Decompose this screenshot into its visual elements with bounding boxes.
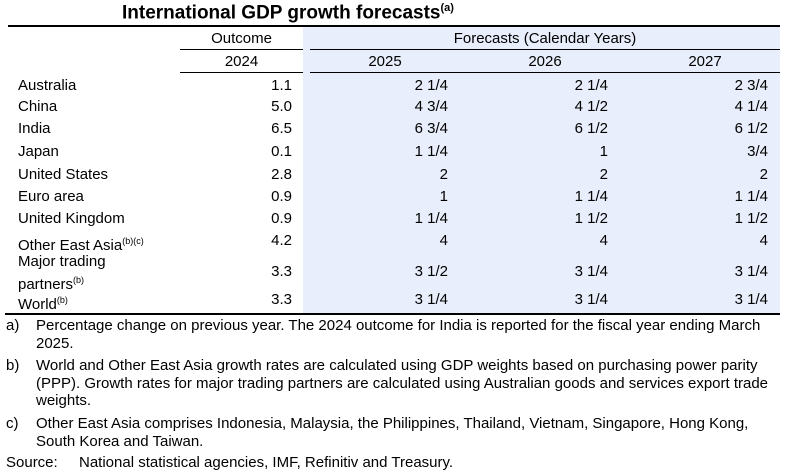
footnote-key: c) [6,415,19,432]
cell-value: 2 1/4 [414,77,448,94]
cell-value: 3 1/4 [734,291,768,308]
cell-value: 6 1/2 [574,120,608,137]
cell-value: 6 3/4 [414,120,448,137]
cell-value: 0.9 [271,210,292,227]
cell-value: 2 1/4 [574,77,608,94]
cell-value: 1 1/4 [574,188,608,205]
cell-value: 5.0 [271,98,292,115]
table-title: International GDP growth forecasts(a) [122,2,454,24]
cell-value: 6 1/2 [734,120,768,137]
cell-value: 3 1/4 [574,263,608,280]
cell-value: 3.3 [271,263,292,280]
header-rule [310,72,780,73]
row-label: Other East Asia(b)(c) [18,232,144,255]
cell-value: 1 1/4 [734,188,768,205]
cell-value: 3 1/4 [574,291,608,308]
forecasts-header: Forecasts (Calendar Years) [453,30,637,47]
cell-value: 2 [439,166,448,183]
cell-value: 0.1 [271,143,292,160]
cell-value: 1 1/4 [414,210,448,227]
forecast-shading [303,26,780,313]
cell-value: 3 1/4 [414,291,448,308]
cell-value: 3.3 [271,291,292,308]
cell-value: 0.9 [271,188,292,205]
cell-value: 1 [599,143,608,160]
row-label: United Kingdom [18,210,125,228]
cell-value: 4 3/4 [414,98,448,115]
row-label-text: World [18,296,57,313]
row-note: (b)(c) [122,236,144,246]
row-note: (b) [56,295,68,305]
row-label: Japan [18,143,59,161]
cell-value: 4 [599,232,608,249]
year-header: 2024 [224,53,259,70]
cell-value: 6.5 [271,120,292,137]
footnote-text: Percentage change on previous year. The … [36,317,761,352]
row-label-text: Euro area [18,188,84,205]
header-rule [180,49,303,50]
row-label-text: India [18,120,51,137]
title-note: (a) [440,2,454,14]
row-label: Euro area [18,188,84,206]
source-note: Source: National statistical agencies, I… [6,454,786,472]
outcome-header: Outcome [211,30,272,47]
bottom-rule [5,313,780,315]
cell-value: 4.2 [271,232,292,249]
footnote-key: b) [6,357,20,374]
header-rule [310,49,780,50]
cell-value: 1 1/4 [414,143,448,160]
cell-value: 2 3/4 [734,77,768,94]
footnote-text: World and Other East Asia growth rates a… [36,357,769,409]
source-label: Source: [6,454,58,471]
row-label-text: Japan [18,143,59,160]
row-label: United States [18,166,108,184]
cell-value: 2 [599,166,608,183]
row-label: Major trading partners(b) [18,253,138,294]
row-label-text: United States [18,166,109,183]
row-label: India [18,120,51,138]
year-header: 2026 [528,53,562,70]
source-text: National statistical agencies, IMF, Refi… [79,454,454,471]
year-header: 2027 [688,53,722,70]
row-label-text: Other East Asia [18,237,123,254]
cell-value: 4 [439,232,448,249]
cell-value: 3/4 [747,143,768,160]
cell-value: 1 1/2 [734,210,768,227]
cell-value: 3 1/2 [414,263,448,280]
row-label: World(b) [18,291,68,314]
cell-value: 1 [439,188,448,205]
cell-value: 2.8 [271,166,292,183]
row-label: Australia [18,77,76,95]
row-label-text: United Kingdom [18,210,125,227]
year-header: 2025 [368,53,402,70]
header-rule [180,72,303,73]
row-note: (b) [73,275,85,285]
cell-value: 1 1/2 [574,210,608,227]
row-label-text: China [18,98,58,115]
cell-value: 4 1/2 [574,98,608,115]
cell-value: 2 [759,166,768,183]
cell-value: 4 1/4 [734,98,768,115]
title-text: International GDP growth forecasts [122,2,441,24]
row-label-text: Major trading partners [18,253,106,293]
cell-value: 4 [759,232,768,249]
footnote-key: a) [6,317,20,334]
footnote-text: Other East Asia comprises Indonesia, Mal… [36,415,749,450]
row-label-text: Australia [18,77,77,94]
top-rule [8,25,780,27]
row-label: China [18,98,57,116]
cell-value: 3 1/4 [734,263,768,280]
cell-value: 1.1 [271,77,292,94]
